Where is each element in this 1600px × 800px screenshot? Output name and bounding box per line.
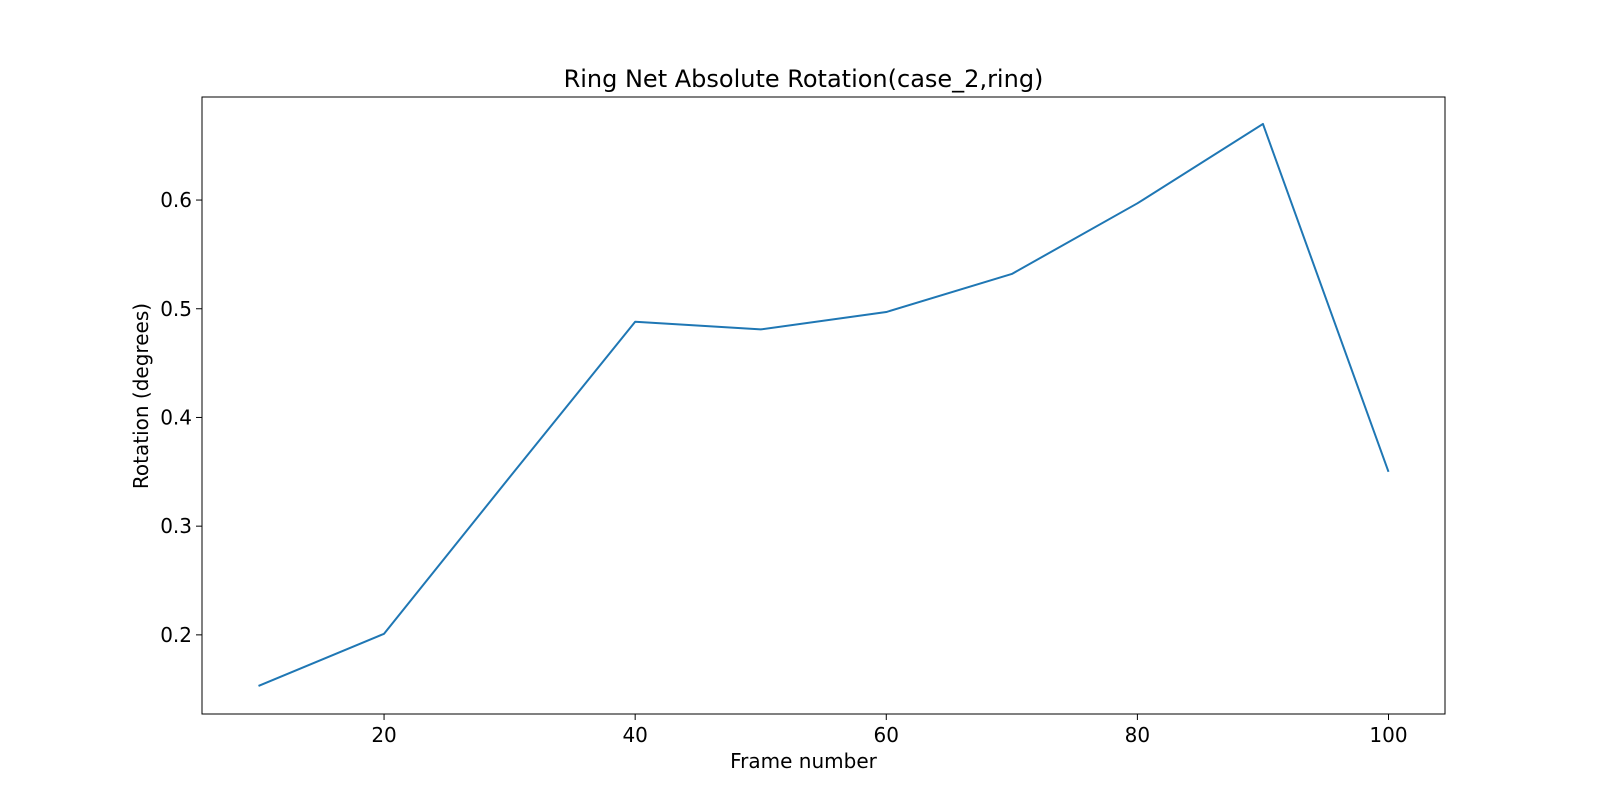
- y-axis: 0.2 0.3 0.4 0.5 0.6: [160, 188, 202, 647]
- series-layer: [258, 122, 1390, 687]
- x-axis: 20 40 60 80 100: [371, 714, 1408, 747]
- x-tick-label: 20: [371, 723, 396, 747]
- y-tick-label: 0.5: [160, 297, 192, 321]
- x-tick-label: 100: [1369, 723, 1407, 747]
- x-axis-label: Frame number: [730, 749, 878, 773]
- y-tick-label: 0.2: [160, 623, 192, 647]
- x-tick-label: 60: [874, 723, 899, 747]
- x-tick-label: 40: [622, 723, 647, 747]
- plot-frame: [201, 96, 1446, 715]
- y-axis-label: Rotation (degrees): [129, 303, 153, 489]
- y-tick-label: 0.3: [160, 514, 192, 538]
- chart-title: Ring Net Absolute Rotation(case_2,ring): [564, 65, 1044, 93]
- plot-area: [201, 96, 1446, 715]
- y-tick-label: 0.6: [160, 188, 192, 212]
- x-tick-label: 80: [1125, 723, 1150, 747]
- y-tick-label: 0.4: [160, 405, 192, 429]
- series-line: [258, 122, 1390, 687]
